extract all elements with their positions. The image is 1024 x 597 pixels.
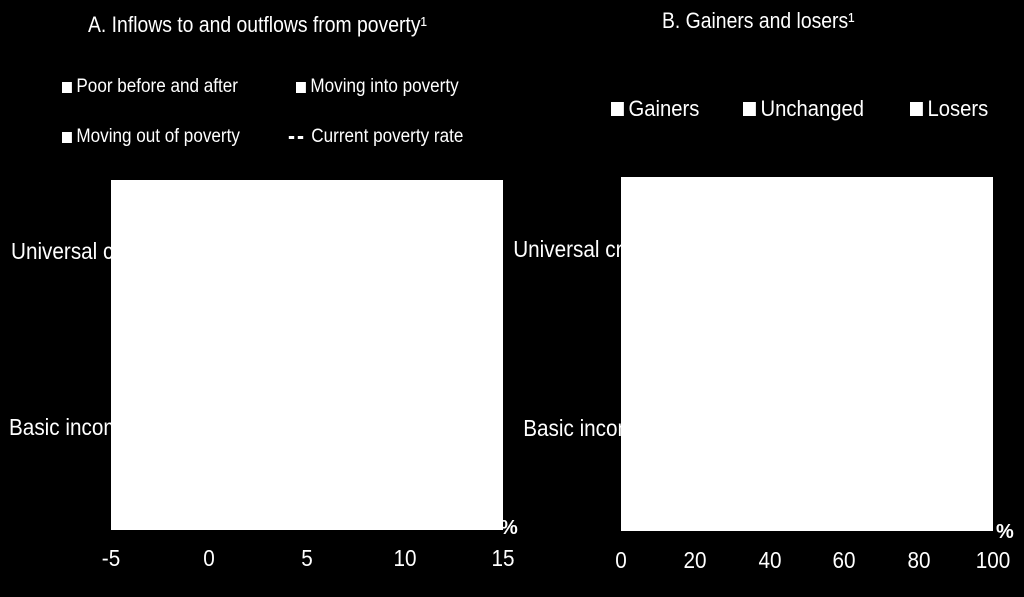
panel-b-x-tick-label: 100 (975, 547, 1011, 573)
legend-swatch (62, 131, 72, 143)
legend-gainers: Gainers (611, 96, 699, 122)
legend-label: Moving out of poverty (76, 126, 240, 147)
legend-dash-line (288, 135, 304, 139)
panel-a-x-tick-label: 5 (301, 545, 313, 571)
panel-b-plot-area (621, 177, 993, 531)
legend-moving-into-poverty: Moving into poverty (296, 76, 459, 98)
legend-poor-before-after: Poor before and after (62, 76, 238, 98)
panel-b-unit-label: % (996, 521, 1014, 543)
legend-swatch (910, 102, 923, 116)
panel-b-x-tick-label: 20 (683, 547, 707, 573)
panel-b-x-tick-label: 80 (907, 547, 931, 573)
legend-swatch (611, 102, 624, 116)
panel-b-title: B. Gainers and losers¹ (662, 8, 855, 33)
legend-label: Unchanged (760, 96, 865, 121)
panel-b-x-tick-label: 0 (615, 547, 627, 573)
legend-swatch (62, 81, 72, 93)
legend-swatch (743, 102, 756, 116)
legend-label: Poor before and after (76, 76, 239, 97)
panel-b-x-tick-label: 40 (758, 547, 782, 573)
legend-moving-out-of-poverty: Moving out of poverty (62, 126, 240, 148)
panel-a-x-tick-label: 15 (491, 545, 515, 571)
panel-a-title: A. Inflows to and outflows from poverty¹ (88, 12, 427, 37)
panel-b-x-tick-label: 60 (832, 547, 856, 573)
panel-a-unit-label: % (500, 517, 518, 539)
legend-label: Gainers (628, 96, 700, 121)
legend-current-poverty-rate: Current poverty rate (287, 126, 463, 148)
legend-label: Current poverty rate (311, 126, 464, 147)
legend-losers: Losers (910, 96, 988, 122)
panel-a-x-tick-label: -5 (101, 545, 121, 571)
legend-swatch (296, 81, 306, 93)
legend-label: Losers (927, 96, 989, 121)
panel-a-plot-area (111, 180, 503, 530)
panel-a-x-tick-label: 0 (203, 545, 215, 571)
legend-label: Moving into poverty (310, 76, 459, 97)
panel-a-x-tick-label: 10 (393, 545, 417, 571)
legend-unchanged: Unchanged (743, 96, 864, 122)
